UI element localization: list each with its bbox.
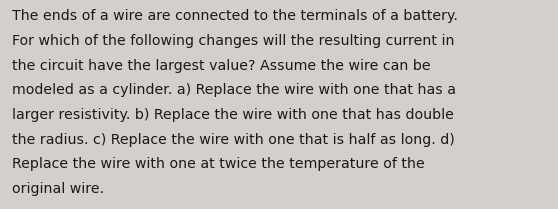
Text: For which of the following changes will the resulting current in: For which of the following changes will … [12,34,455,48]
Text: original wire.: original wire. [12,182,104,196]
Text: modeled as a cylinder. a) Replace the wire with one that has a: modeled as a cylinder. a) Replace the wi… [12,83,456,97]
Text: larger resistivity. b) Replace the wire with one that has double: larger resistivity. b) Replace the wire … [12,108,454,122]
Text: the circuit have the largest value? Assume the wire can be: the circuit have the largest value? Assu… [12,59,431,73]
Text: Replace the wire with one at twice the temperature of the: Replace the wire with one at twice the t… [12,157,425,171]
Text: the radius. c) Replace the wire with one that is half as long. d): the radius. c) Replace the wire with one… [12,133,455,147]
Text: The ends of a wire are connected to the terminals of a battery.: The ends of a wire are connected to the … [12,9,458,23]
